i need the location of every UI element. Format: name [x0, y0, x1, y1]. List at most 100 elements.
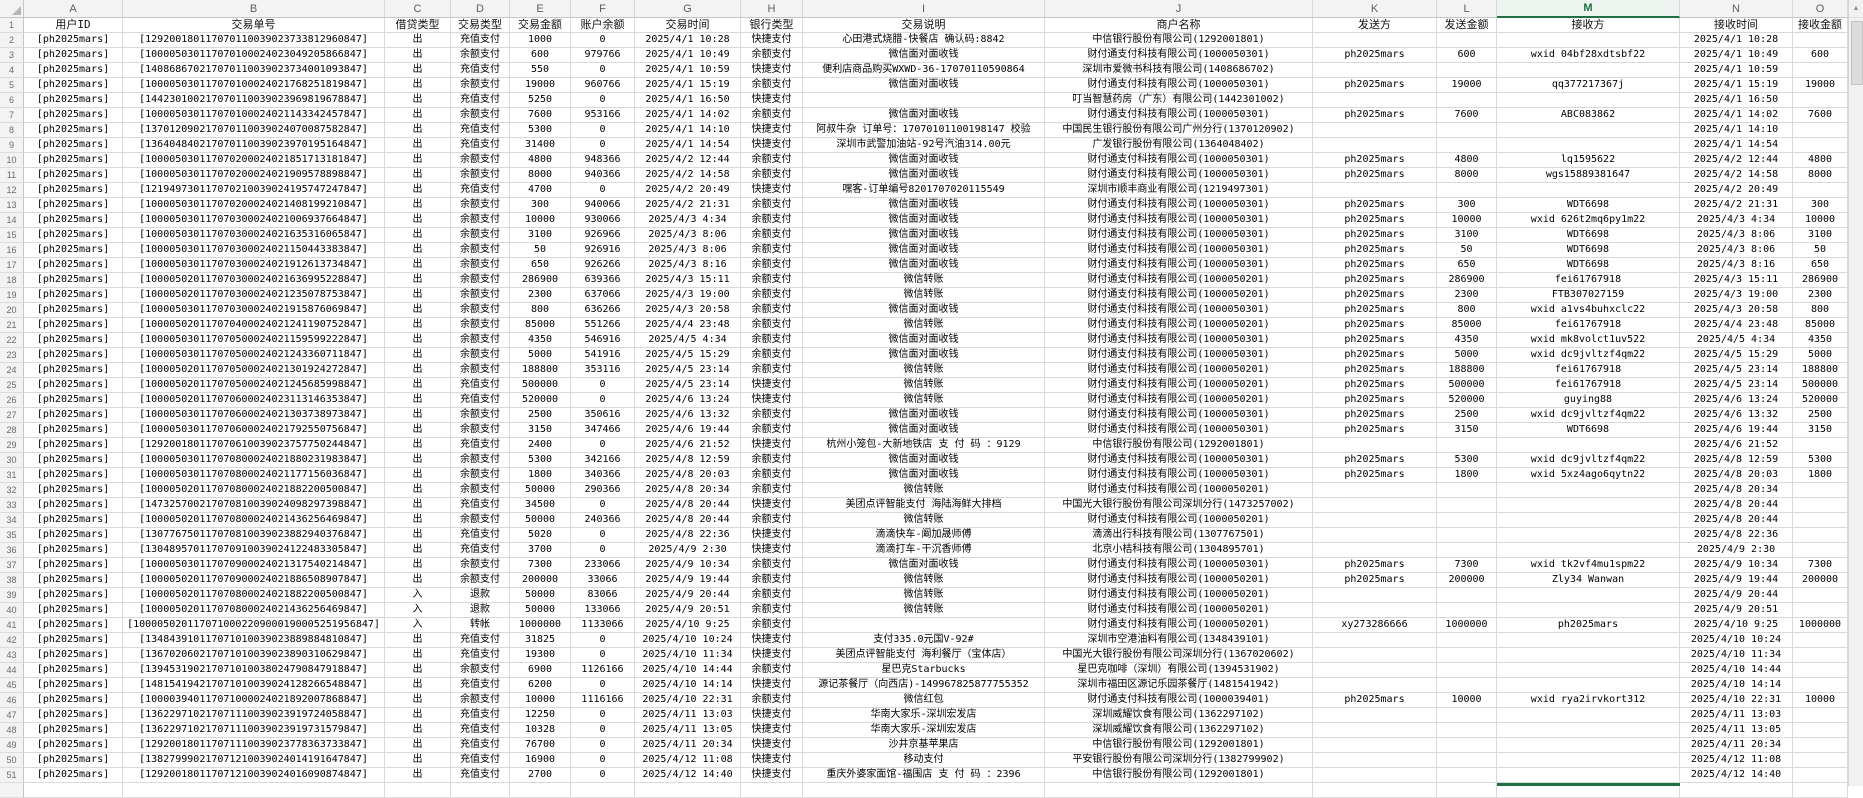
cell-J9[interactable]: 广发银行股份有限公司(1364048402) — [1045, 138, 1313, 153]
cell-B36[interactable]: [130489570117070910039024122483305847] — [123, 543, 385, 558]
cell-I27[interactable]: 微信面对面收钱 — [803, 408, 1045, 423]
cell-F45[interactable]: 0 — [571, 678, 635, 693]
cell-M49[interactable] — [1497, 738, 1680, 753]
cell-E23[interactable]: 5000 — [510, 348, 571, 363]
cell-K6[interactable] — [1313, 93, 1437, 108]
column-header-G[interactable]: G — [635, 0, 741, 18]
cell-J43[interactable]: 中国光大银行股份有限公司深圳分行(1367020602) — [1045, 648, 1313, 663]
cell-N15[interactable]: 2025/4/3 8:06 — [1680, 228, 1793, 243]
cell-O18[interactable]: 286900 — [1793, 273, 1848, 288]
cell-L1[interactable]: 发送金额 — [1437, 18, 1497, 33]
cell-G1[interactable]: 交易时间 — [635, 18, 741, 33]
cell-D28[interactable]: 余额支付 — [451, 423, 510, 438]
cell-F32[interactable]: 290366 — [571, 483, 635, 498]
cell-A17[interactable]: [ph2025mars] — [24, 258, 123, 273]
cell-C35[interactable]: 出 — [385, 528, 451, 543]
cell-N2[interactable]: 2025/4/1 10:28 — [1680, 33, 1793, 48]
cell-A44[interactable]: [ph2025mars] — [24, 663, 123, 678]
cell-D17[interactable]: 余额支付 — [451, 258, 510, 273]
cell-I24[interactable]: 微信转账 — [803, 363, 1045, 378]
row-header-40[interactable]: 40 — [0, 603, 24, 618]
cell-M13[interactable]: WDT6698 — [1497, 198, 1680, 213]
cell-J1[interactable]: 商户名称 — [1045, 18, 1313, 33]
row-header-1[interactable]: 1 — [0, 18, 24, 33]
cell-D49[interactable]: 充值支付 — [451, 738, 510, 753]
cell-O31[interactable]: 1800 — [1793, 468, 1848, 483]
cell-C2[interactable]: 出 — [385, 33, 451, 48]
cell-C13[interactable]: 出 — [385, 198, 451, 213]
cell-M42[interactable] — [1497, 633, 1680, 648]
cell-F15[interactable]: 926966 — [571, 228, 635, 243]
cell-N37[interactable]: 2025/4/9 10:34 — [1680, 558, 1793, 573]
cell-F48[interactable]: 0 — [571, 723, 635, 738]
cell-C30[interactable]: 出 — [385, 453, 451, 468]
cell-H26[interactable]: 快捷支付 — [741, 393, 803, 408]
cell-E6[interactable]: 5250 — [510, 93, 571, 108]
cell-I2[interactable]: 心田港式烧腊-快餐店 确认码:8842 — [803, 33, 1045, 48]
cell-K28[interactable]: ph2025mars — [1313, 423, 1437, 438]
cell-K15[interactable]: ph2025mars — [1313, 228, 1437, 243]
cell-A1[interactable]: 用户ID — [24, 18, 123, 33]
cell-A38[interactable]: [ph2025mars] — [24, 573, 123, 588]
cell-J33[interactable]: 中国光大银行股份有限公司深圳分行(1473257002) — [1045, 498, 1313, 513]
cell-I11[interactable]: 微信面对面收钱 — [803, 168, 1045, 183]
cell-B28[interactable]: [100005030117070600024021792550756847] — [123, 423, 385, 438]
column-header-M[interactable]: M — [1497, 0, 1680, 18]
cell-L37[interactable]: 7300 — [1437, 558, 1497, 573]
cell-G32[interactable]: 2025/4/8 20:34 — [635, 483, 741, 498]
cell-K10[interactable]: ph2025mars — [1313, 153, 1437, 168]
row-header-9[interactable]: 9 — [0, 138, 24, 153]
cell-F34[interactable]: 240366 — [571, 513, 635, 528]
cell-O40[interactable] — [1793, 603, 1848, 618]
cell-B12[interactable]: [121949730117070210039024195747247847] — [123, 183, 385, 198]
cell-H5[interactable]: 余额支付 — [741, 78, 803, 93]
cell-K35[interactable] — [1313, 528, 1437, 543]
column-header-E[interactable]: E — [510, 0, 571, 18]
cell-B16[interactable]: [100005030117070300024021150443383847] — [123, 243, 385, 258]
cell-D11[interactable]: 余额支付 — [451, 168, 510, 183]
cell-A14[interactable]: [ph2025mars] — [24, 213, 123, 228]
cell-O26[interactable]: 520000 — [1793, 393, 1848, 408]
cell-D44[interactable]: 余额支付 — [451, 663, 510, 678]
cell-E1[interactable]: 交易金额 — [510, 18, 571, 33]
cell-N23[interactable]: 2025/4/5 15:29 — [1680, 348, 1793, 363]
cell-A49[interactable]: [ph2025mars] — [24, 738, 123, 753]
cell-L32[interactable] — [1437, 483, 1497, 498]
row-header-19[interactable]: 19 — [0, 288, 24, 303]
cell-H16[interactable]: 余额支付 — [741, 243, 803, 258]
cell-D13[interactable]: 余额支付 — [451, 198, 510, 213]
cell-N17[interactable]: 2025/4/3 8:16 — [1680, 258, 1793, 273]
cell-N38[interactable]: 2025/4/9 19:44 — [1680, 573, 1793, 588]
cell-A46[interactable]: [ph2025mars] — [24, 693, 123, 708]
cell-E33[interactable]: 34500 — [510, 498, 571, 513]
cell-M3[interactable]: wxid 04bf28xdtsbf22 — [1497, 48, 1680, 63]
cell-N45[interactable]: 2025/4/10 14:14 — [1680, 678, 1793, 693]
cell-K7[interactable]: ph2025mars — [1313, 108, 1437, 123]
cell-O8[interactable] — [1793, 123, 1848, 138]
cell-K20[interactable]: ph2025mars — [1313, 303, 1437, 318]
row-header-24[interactable]: 24 — [0, 363, 24, 378]
column-header-C[interactable]: C — [385, 0, 451, 18]
cell-G14[interactable]: 2025/4/3 4:34 — [635, 213, 741, 228]
cell-B32[interactable]: [100005020117070800024021882200500847] — [123, 483, 385, 498]
cell-J25[interactable]: 财付通支付科技有限公司(1000050201) — [1045, 378, 1313, 393]
cell-B34[interactable]: [100005020117070800024021436256469847] — [123, 513, 385, 528]
row-header-22[interactable]: 22 — [0, 333, 24, 348]
cell-O17[interactable]: 650 — [1793, 258, 1848, 273]
cell-J8[interactable]: 中国民生银行股份有限公司广州分行(1370120902) — [1045, 123, 1313, 138]
cell-G29[interactable]: 2025/4/6 21:52 — [635, 438, 741, 453]
cell-D27[interactable]: 余额支付 — [451, 408, 510, 423]
cell-H8[interactable]: 快捷支付 — [741, 123, 803, 138]
cell-N41[interactable]: 2025/4/10 9:25 — [1680, 618, 1793, 633]
cell-K34[interactable] — [1313, 513, 1437, 528]
cell-J41[interactable]: 财付通支付科技有限公司(1000050201) — [1045, 618, 1313, 633]
cell-H29[interactable]: 快捷支付 — [741, 438, 803, 453]
cell-H20[interactable]: 余额支付 — [741, 303, 803, 318]
cell-G21[interactable]: 2025/4/4 23:48 — [635, 318, 741, 333]
cell-H2[interactable]: 快捷支付 — [741, 33, 803, 48]
cell-C17[interactable]: 出 — [385, 258, 451, 273]
cell-N39[interactable]: 2025/4/9 20:44 — [1680, 588, 1793, 603]
cell-O[interactable] — [1793, 783, 1848, 798]
cell-J11[interactable]: 财付通支付科技有限公司(1000050301) — [1045, 168, 1313, 183]
cell-L24[interactable]: 188800 — [1437, 363, 1497, 378]
